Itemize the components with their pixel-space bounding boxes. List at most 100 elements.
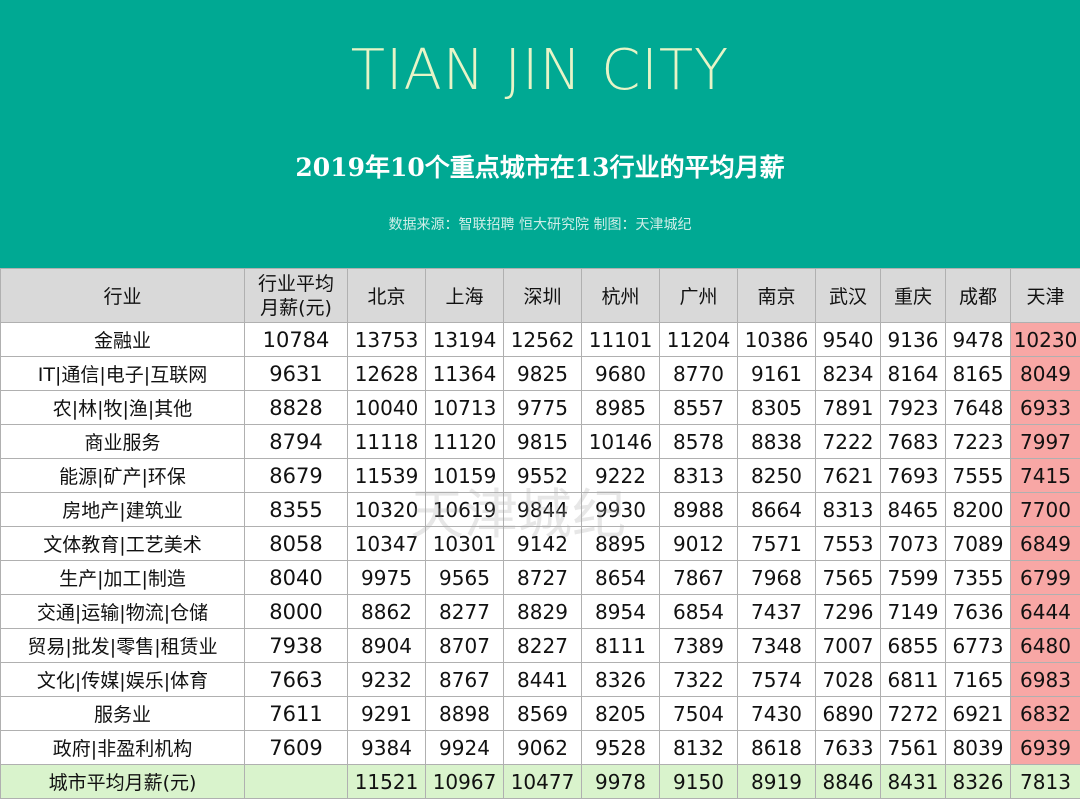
table-row: 能源|矿产|环保 8679 11539 10159 9552 9222 8313 8250 76… [0,458,1080,493]
city-salary-cell: 7683 [880,424,946,459]
city-salary-cell: 7968 [737,560,816,595]
industry-cell: IT|通信|电子|互联网 [0,356,245,391]
industry-cell: 能源|矿产|环保 [0,458,245,493]
city-salary-cell: 9975 [347,560,426,595]
industry-cell: 交通|运输|物流|仓储 [0,594,245,629]
column-header-city: 北京 [347,268,426,323]
city-average-cell: 9150 [659,764,738,799]
table-row: 生产|加工|制造 8040 9975 9565 8727 8654 7867 7968 7565… [0,560,1080,595]
city-salary-cell: 8200 [945,492,1011,527]
city-salary-cell: 9384 [347,730,426,765]
city-salary-cell: 7621 [815,458,881,493]
city-salary-cell: 9825 [503,356,582,391]
table-row: 服务业 7611 9291 8898 8569 8205 7504 7430 6890 7272 6… [0,696,1080,731]
city-salary-cell: 8569 [503,696,582,731]
industry-average-cell: 8679 [244,458,348,493]
industry-average-cell: 7938 [244,628,348,663]
industry-cell: 农|林|牧|渔|其他 [0,390,245,425]
city-salary-cell: 7437 [737,594,816,629]
industry-average-cell: 8000 [244,594,348,629]
city-salary-cell: 9552 [503,458,582,493]
city-salary-cell: 8205 [581,696,660,731]
industry-cell: 商业服务 [0,424,245,459]
city-salary-cell: 7891 [815,390,881,425]
city-average-cell: 10477 [503,764,582,799]
city-average-cell: 8431 [880,764,946,799]
city-salary-cell: 8664 [737,492,816,527]
city-salary-cell: 7923 [880,390,946,425]
brand-title: TIAN JIN CITY [350,38,730,103]
column-header-industry: 行业 [0,268,245,323]
table-row: 政府|非盈利机构 7609 9384 9924 9062 9528 8132 8618 7633… [0,730,1080,765]
city-salary-cell: 8895 [581,526,660,561]
city-average-label: 城市平均月薪(元) [0,764,245,799]
city-salary-cell: 9142 [503,526,582,561]
city-salary-cell: 6890 [815,696,881,731]
column-header-city: 杭州 [581,268,660,323]
city-salary-cell: 13194 [425,322,504,357]
city-salary-cell: 8838 [737,424,816,459]
city-salary-cell: 8898 [425,696,504,731]
industry-cell: 文化|传媒|娱乐|体育 [0,662,245,697]
city-salary-cell: 6921 [945,696,1011,731]
city-average-cell: 8846 [815,764,881,799]
city-salary-cell: 7574 [737,662,816,697]
city-salary-cell: 9478 [945,322,1011,357]
city-salary-cell: 9062 [503,730,582,765]
industry-cell: 金融业 [0,322,245,357]
city-salary-cell: 8862 [347,594,426,629]
city-salary-cell: 7504 [659,696,738,731]
tianjin-salary-cell: 7997 [1010,424,1080,459]
table-row: 房地产|建筑业 8355 10320 10619 9844 9930 8988 8664 831… [0,492,1080,527]
city-salary-cell: 6854 [659,594,738,629]
city-salary-cell: 7355 [945,560,1011,595]
industry-cell: 服务业 [0,696,245,731]
city-average-cell: 8326 [945,764,1011,799]
city-salary-cell: 9161 [737,356,816,391]
city-salary-cell: 8618 [737,730,816,765]
city-salary-cell: 8707 [425,628,504,663]
salary-table: 行业 行业平均 月薪(元) 北京 上海 深圳 杭州 广州 南京 武汉 重庆 成都… [0,268,1080,799]
city-salary-cell: 8954 [581,594,660,629]
city-salary-cell: 9012 [659,526,738,561]
city-average-empty-cell [244,764,348,799]
industry-average-cell: 9631 [244,356,348,391]
table-row: 文化|传媒|娱乐|体育 7663 9232 8767 8441 8326 7322 7574 7… [0,662,1080,697]
industry-average-cell: 7609 [244,730,348,765]
city-salary-cell: 7223 [945,424,1011,459]
industry-cell: 政府|非盈利机构 [0,730,245,765]
city-average-cell: 9978 [581,764,660,799]
city-salary-cell: 6855 [880,628,946,663]
city-salary-cell: 8988 [659,492,738,527]
city-salary-cell: 8904 [347,628,426,663]
city-salary-cell: 7007 [815,628,881,663]
city-salary-cell: 8313 [815,492,881,527]
city-salary-cell: 9924 [425,730,504,765]
tianjin-salary-cell: 7415 [1010,458,1080,493]
industry-cell: 房地产|建筑业 [0,492,245,527]
tianjin-city-average-cell: 7813 [1010,764,1080,799]
tianjin-salary-cell: 7700 [1010,492,1080,527]
city-salary-cell: 8578 [659,424,738,459]
column-header-industry-avg: 行业平均 月薪(元) [244,268,348,323]
column-header-city: 武汉 [815,268,881,323]
city-salary-cell: 11364 [425,356,504,391]
city-salary-cell: 9136 [880,322,946,357]
city-salary-cell: 9680 [581,356,660,391]
column-header-city: 成都 [945,268,1011,323]
city-salary-cell: 10320 [347,492,426,527]
city-salary-cell: 8985 [581,390,660,425]
city-salary-cell: 7648 [945,390,1011,425]
industry-average-cell: 8828 [244,390,348,425]
city-salary-cell: 9291 [347,696,426,731]
city-salary-cell: 10619 [425,492,504,527]
city-salary-cell: 6811 [880,662,946,697]
city-salary-cell: 7296 [815,594,881,629]
city-salary-cell: 10713 [425,390,504,425]
city-average-cell: 8919 [737,764,816,799]
city-salary-cell: 8767 [425,662,504,697]
city-salary-cell: 7565 [815,560,881,595]
city-salary-cell: 7165 [945,662,1011,697]
industry-average-cell: 10784 [244,322,348,357]
column-header-city: 上海 [425,268,504,323]
